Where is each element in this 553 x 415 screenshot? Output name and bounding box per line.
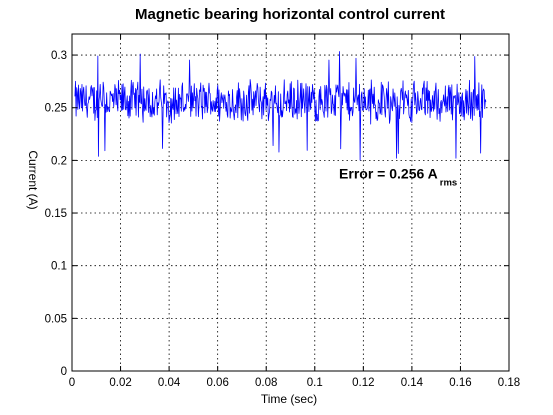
x-tick-label: 0.16 xyxy=(449,377,471,389)
x-tick-label: 0.18 xyxy=(498,377,520,389)
y-tick-label: 0.25 xyxy=(45,103,67,115)
x-tick-label: 0.02 xyxy=(109,377,131,389)
x-tick-labels: 0 0.02 0.04 0.06 0.08 0.1 0.12 0.14 0.16 0.18 xyxy=(69,377,520,389)
y-tick-label: 0.1 xyxy=(51,261,67,273)
x-tick-label: 0.12 xyxy=(352,377,374,389)
y-tick-label: 0.2 xyxy=(51,155,67,167)
y-tick-label: 0.3 xyxy=(51,50,67,62)
y-tick-label: 0.15 xyxy=(45,208,67,220)
x-axis-label: Time (sec) xyxy=(261,392,317,406)
y-tick-labels: 0 0.05 0.1 0.15 0.2 0.25 0.3 xyxy=(45,50,67,378)
x-tick-label: 0.1 xyxy=(307,377,323,389)
series-layer xyxy=(74,51,487,161)
x-tick-label: 0 xyxy=(69,377,75,389)
x-tick-label: 0.08 xyxy=(255,377,277,389)
y-tick-label: 0 xyxy=(61,366,67,378)
plot-frame xyxy=(71,33,510,372)
y-axis-label: Current (A) xyxy=(26,150,40,209)
y-tick-label: 0.05 xyxy=(45,313,67,325)
annotation-subscript: rms xyxy=(440,177,457,188)
series-line xyxy=(74,51,487,161)
chart-title: Magnetic bearing horizontal control curr… xyxy=(135,6,445,23)
annotation-text: Error = 0.256 A xyxy=(339,165,438,181)
x-tick-label: 0.06 xyxy=(206,377,228,389)
x-tick-label: 0.14 xyxy=(401,377,424,389)
axis-ticks xyxy=(71,34,510,372)
x-tick-label: 0.04 xyxy=(158,377,181,389)
